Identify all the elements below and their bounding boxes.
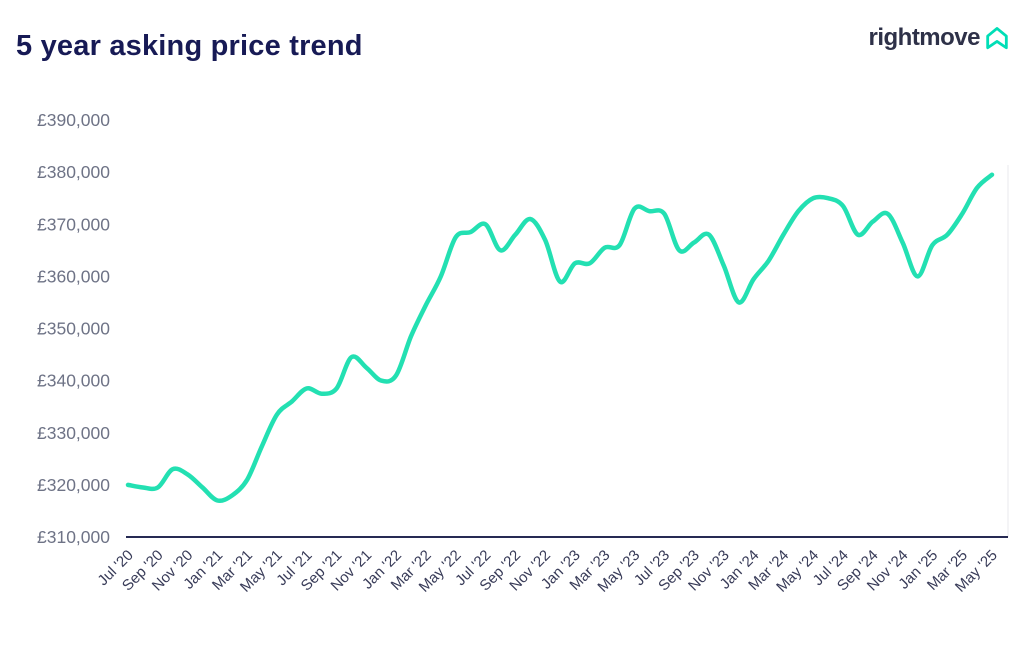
y-axis-tick-label: £340,000 (37, 371, 110, 391)
y-axis-tick-label: £320,000 (37, 475, 110, 495)
y-axis-tick-label: £370,000 (37, 214, 110, 234)
y-axis-tick-label: £360,000 (37, 266, 110, 286)
page-title: 5 year asking price trend (16, 30, 363, 62)
price-trend-line (125, 172, 995, 504)
rightmove-house-icon (986, 27, 1008, 50)
y-axis-tick-label: £380,000 (37, 162, 110, 182)
y-axis-tick-label: £350,000 (37, 319, 110, 339)
y-axis-tick-label: £330,000 (37, 423, 110, 443)
rightmove-logo: rightmove (868, 24, 1010, 52)
rightmove-logo-text: rightmove (868, 24, 980, 51)
y-axis-tick-label: £390,000 (37, 110, 110, 130)
y-axis-tick-label: £310,000 (37, 527, 110, 547)
